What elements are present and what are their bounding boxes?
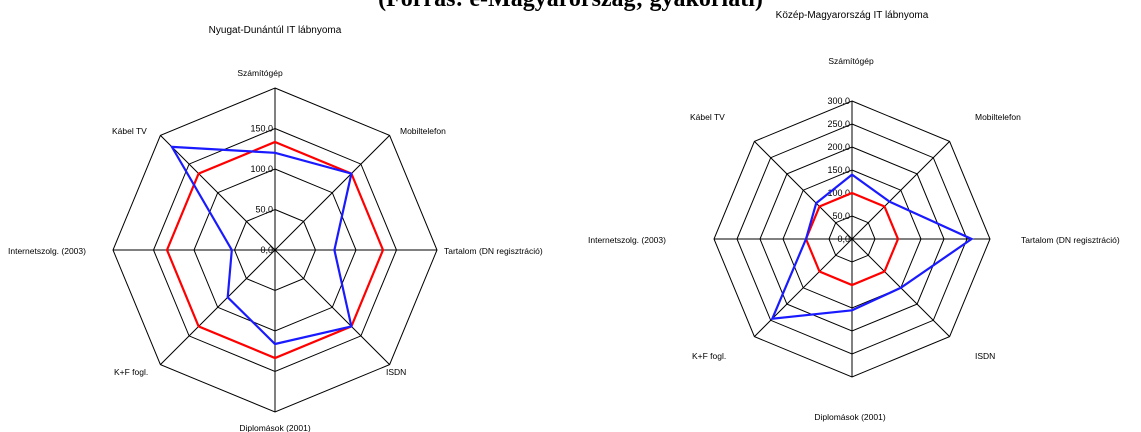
tick-label: 50,0	[832, 211, 850, 221]
category-label: Tartalom (DN regisztráció)	[1021, 235, 1120, 245]
chart-title-2: Közép-Magyarország IT lábnyoma	[776, 10, 929, 21]
category-label: Diplomások (2001)	[239, 423, 311, 432]
category-label: K+F fogl.	[692, 351, 726, 361]
axis-spoke	[274, 249, 390, 365]
axis-spoke	[754, 238, 853, 337]
category-label: Számítógép	[828, 56, 874, 66]
tick-label: 250,0	[827, 119, 850, 129]
chart-title-1: Nyugat-Dunántúl IT lábnyoma	[209, 25, 342, 36]
axis-spoke	[851, 141, 950, 240]
tick-label: 150,0	[827, 165, 850, 175]
category-label: K+F fogl.	[114, 367, 148, 377]
tick-label: 200,0	[827, 142, 850, 152]
category-label: Diplomások (2001)	[814, 412, 886, 422]
category-label: Internetszolg. (2003)	[588, 235, 666, 245]
tick-label: 100,0	[250, 164, 273, 174]
category-label: Internetszolg. (2003)	[8, 246, 86, 256]
axis-spoke	[160, 249, 276, 365]
radar-chart-western: 0,0 50,0 100,0 150,0 Számítógép Mobiltelefon T…	[8, 68, 543, 432]
category-label: Kábel TV	[690, 112, 725, 122]
tick-label: 50,0	[255, 205, 273, 215]
category-label: ISDN	[975, 351, 995, 361]
category-label: ISDN	[386, 367, 406, 377]
category-label: Mobiltelefon	[400, 126, 446, 136]
category-label: Mobiltelefon	[975, 112, 1021, 122]
tick-label: 0,0	[837, 234, 850, 244]
header-text: (Forrás: e-Magyarország; gyakorlati)	[0, 0, 1141, 12]
axis-spoke	[754, 141, 853, 240]
category-label: Kábel TV	[112, 126, 147, 136]
category-label: Számítógép	[237, 68, 283, 78]
tick-label: 300,0	[827, 96, 850, 106]
axis-spoke	[160, 135, 276, 251]
radar-chart-central: 0,0 50,0 100,0 150,0 200,0 250,0 300,0 Számítóg…	[588, 56, 1120, 422]
tick-label: 100,0	[827, 188, 850, 198]
axis-spoke	[274, 135, 390, 251]
tick-label: 150,0	[250, 124, 273, 134]
category-label: Tartalom (DN regisztráció)	[444, 246, 543, 256]
tick-label: 0,0	[260, 245, 273, 255]
